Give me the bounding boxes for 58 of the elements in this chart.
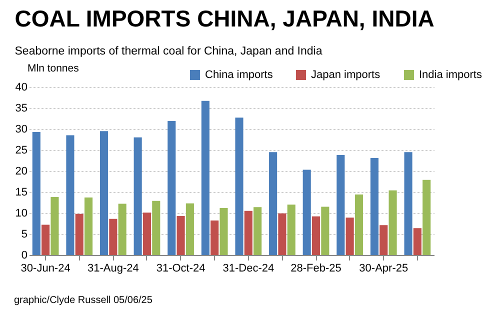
bar (413, 228, 422, 255)
y-tick-label: 0 (21, 250, 28, 262)
x-tick-label: 30-Apr-25 (359, 262, 408, 274)
bar (152, 200, 160, 255)
bar (422, 180, 431, 255)
x-tick-label: 31-Oct-24 (156, 262, 206, 274)
bar (118, 204, 126, 255)
bar (346, 218, 354, 255)
bar (109, 218, 118, 255)
bar (66, 135, 74, 255)
bar (404, 152, 412, 255)
y-tick-label: 5 (21, 228, 28, 240)
bar (210, 220, 219, 255)
bar (134, 137, 142, 255)
bar (168, 121, 176, 255)
bar (321, 206, 330, 255)
x-tick-label: 31-Dec-24 (222, 262, 274, 274)
legend-label: Japan imports (311, 69, 381, 81)
bar (388, 190, 397, 255)
x-tick-label: 30-Jun-24 (20, 262, 70, 274)
bar (370, 158, 378, 255)
bar (176, 216, 185, 255)
y-axis-title: Mln tonnes (28, 62, 79, 74)
bar (201, 100, 210, 255)
text: graphic/Clyde Russell 05/06/25 (14, 295, 154, 306)
bar (50, 197, 59, 255)
bar (244, 210, 252, 255)
bar (220, 208, 228, 255)
bar (142, 212, 152, 255)
bar (42, 224, 50, 255)
x-tick-label: 31-Aug-24 (87, 262, 139, 274)
y-tick-label: 35 (15, 102, 28, 114)
y-tick-label: 15 (15, 186, 28, 198)
bar (100, 131, 108, 255)
bar (269, 152, 278, 255)
y-tick-label: 25 (15, 144, 28, 156)
legend-label: China imports (205, 69, 274, 81)
bar (336, 155, 345, 255)
bar (254, 207, 262, 255)
bar (278, 213, 286, 255)
y-tick-label: 30 (15, 124, 28, 136)
bar (287, 204, 296, 255)
y-tick-label: 40 (15, 82, 28, 94)
bar (32, 132, 40, 255)
bar (354, 194, 364, 255)
bar (235, 118, 244, 255)
bar (302, 170, 311, 255)
chart-title: COAL IMPORTS CHINA, JAPAN, INDIA (14, 6, 434, 32)
legend-label: India imports (419, 69, 482, 81)
bar (75, 214, 84, 255)
x-tick-label: 28-Feb-25 (290, 262, 342, 274)
chart-subtitle: Seaborne imports of thermal coal for China, Japan and India (14, 46, 323, 58)
y-tick-label: 20 (15, 166, 28, 178)
bar (84, 197, 93, 255)
y-tick-label: 10 (15, 208, 28, 220)
bar (312, 216, 320, 255)
bar (380, 225, 388, 255)
bar (186, 203, 194, 255)
